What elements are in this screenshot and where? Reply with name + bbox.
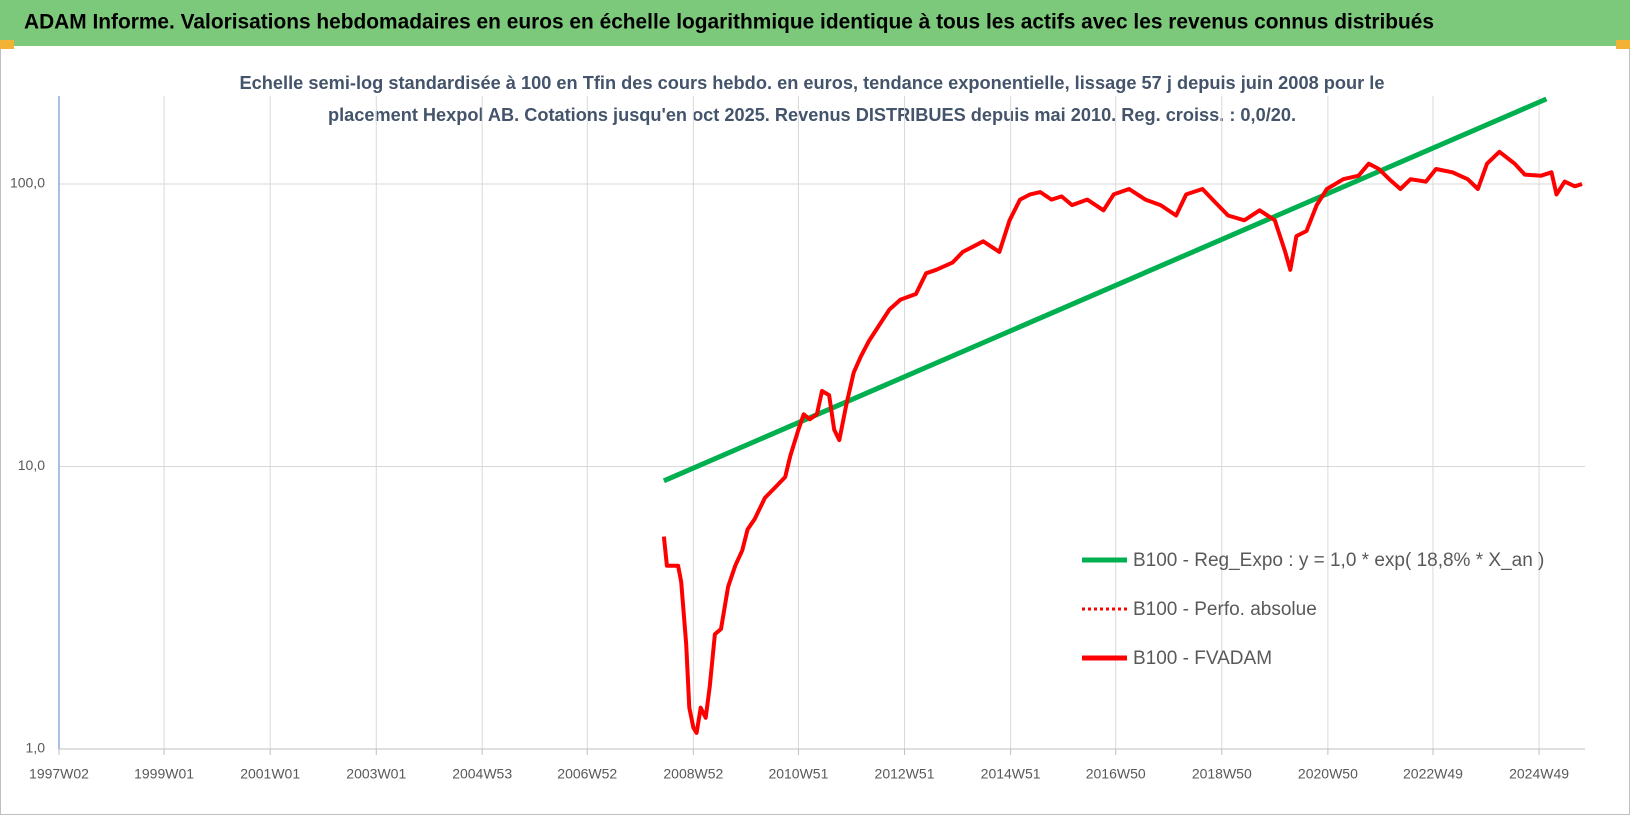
corner [0,40,14,49]
chart-subtitle: placement Hexpol AB. Cotations jusqu'en … [328,105,1296,125]
corner [1616,40,1630,49]
x-tick-label: 1997W02 [29,766,89,782]
x-tick-label: 2022W49 [1403,766,1463,782]
legend-label: B100 - Reg_Expo : y = 1,0 * exp( 18,8% *… [1133,550,1544,571]
x-tick-label: 2016W50 [1086,766,1146,782]
title-bar [0,0,1630,46]
x-tick-label: 2020W50 [1298,766,1358,782]
x-tick-label: 2014W51 [981,766,1041,782]
legend-label: B100 - Perfo. absolue [1133,599,1317,620]
y-tick-label: 100,0 [10,175,45,191]
chart-subtitle: Echelle semi-log standardisée à 100 en T… [240,73,1385,93]
x-tick-label: 2003W01 [346,766,406,782]
x-tick-label: 2001W01 [240,766,300,782]
chart-title: ADAM Informe. Valorisations hebdomadaire… [24,11,1434,34]
x-tick-label: 2018W50 [1192,766,1252,782]
legend-label: B100 - FVADAM [1133,648,1272,669]
x-tick-label: 2006W52 [557,766,617,782]
series-line [661,149,1583,735]
x-tick-label: 2012W51 [875,766,935,782]
x-tick-label: 2010W51 [768,766,828,782]
y-tick-label: 1,0 [26,740,46,756]
x-tick-label: 2004W53 [452,766,512,782]
y-tick-label: 10,0 [18,457,45,473]
plot-area [661,96,1583,735]
x-tick-label: 2024W49 [1509,766,1569,782]
x-tick-label: 2008W52 [663,766,723,782]
x-tick-label: 1999W01 [134,766,194,782]
